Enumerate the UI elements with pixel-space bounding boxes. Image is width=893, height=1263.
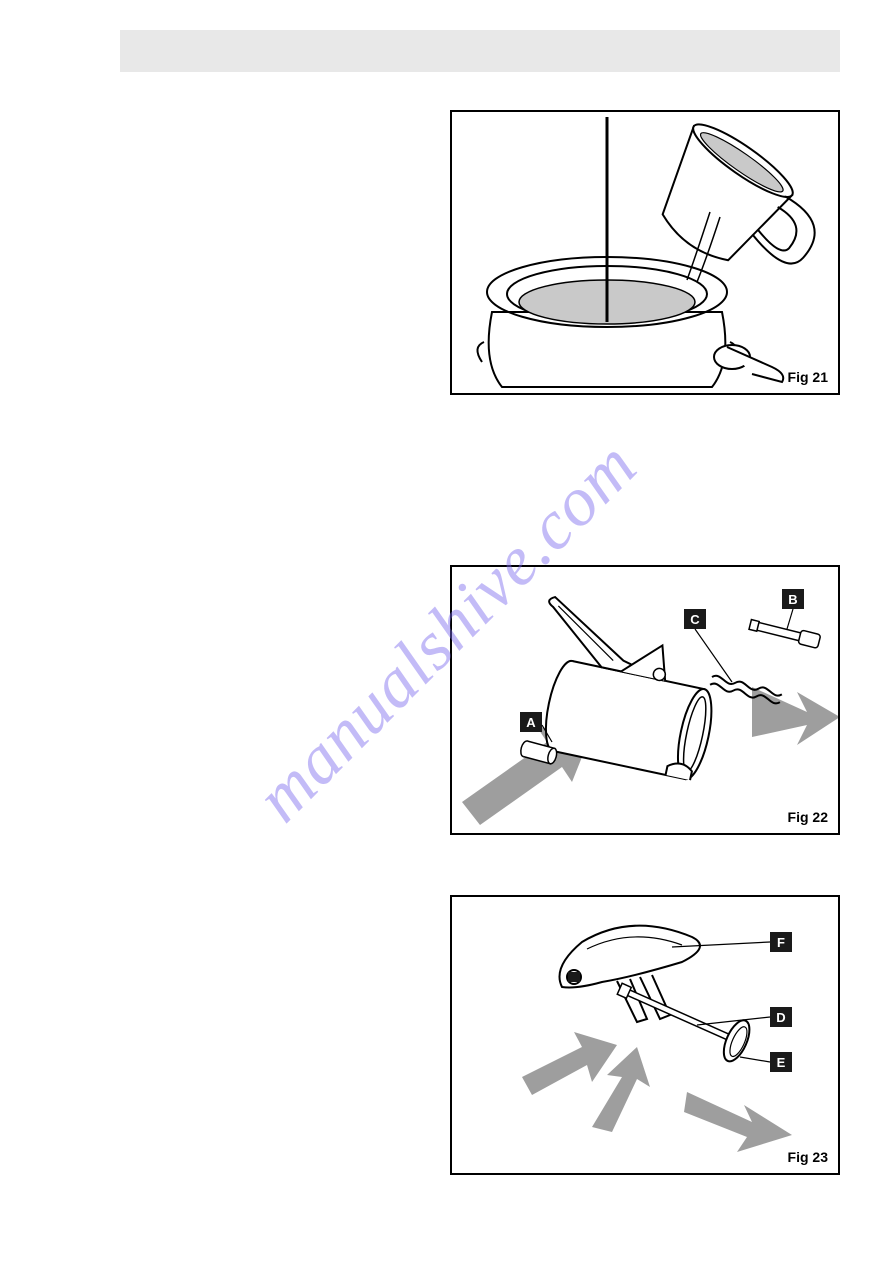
figure-23-svg: F D E: [452, 897, 840, 1175]
figure-21: Fig 21: [450, 110, 840, 395]
callout-e-text: E: [777, 1055, 786, 1070]
figure-21-label: Fig 21: [788, 369, 828, 385]
callout-a-text: A: [526, 715, 536, 730]
callout-d-text: D: [776, 1010, 785, 1025]
figure-23: F D E Fig 23: [450, 895, 840, 1175]
callout-c-text: C: [690, 612, 700, 627]
callout-b-text: B: [788, 592, 797, 607]
figure-23-label: Fig 23: [788, 1149, 828, 1165]
figure-21-svg: [452, 112, 840, 395]
header-bar: [120, 30, 840, 72]
figure-22-svg: A B C: [452, 567, 840, 835]
figure-22: A B C Fig 22: [450, 565, 840, 835]
figure-22-label: Fig 22: [788, 809, 828, 825]
callout-f-text: F: [777, 935, 785, 950]
